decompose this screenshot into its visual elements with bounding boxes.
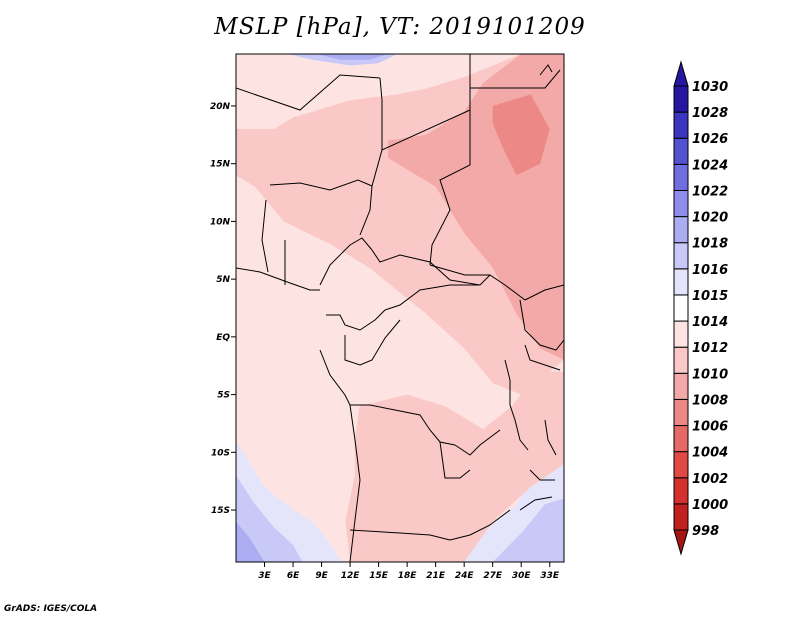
colorbar-box	[673, 425, 689, 453]
uganda-kenya-border	[519, 299, 564, 351]
x-tick-label: 15E	[369, 571, 389, 581]
region-north-sahara-high-core	[316, 54, 389, 60]
chad-niger-border	[359, 149, 383, 236]
chad-sudan-border	[429, 110, 471, 266]
colorbar-label: 1020	[692, 211, 728, 226]
colorbar-label: 1010	[692, 367, 728, 382]
colorbar-label: 1022	[692, 184, 728, 199]
colorbar-box	[673, 503, 689, 531]
y-tick-label: 10N	[210, 217, 231, 227]
colorbar-label: 1004	[692, 446, 728, 461]
colorbar-box	[673, 477, 689, 505]
region-sudan-low-core	[492, 94, 550, 176]
colorbar-box	[673, 216, 689, 244]
colorbar-label: 1024	[692, 158, 728, 173]
region-west-coast-trough	[236, 129, 313, 199]
y-tick-label: 15N	[210, 160, 231, 170]
drc-zambia-border	[454, 429, 501, 456]
tanzania-border	[524, 344, 561, 456]
colorbar-top-triangle	[673, 60, 689, 87]
x-tick-label: 21E	[426, 571, 446, 581]
colorbar-bottom-triangle	[673, 529, 689, 556]
x-tick-label: 27E	[483, 571, 503, 581]
colorbar-box	[673, 111, 689, 139]
algeria-niger-border	[236, 74, 381, 111]
y-tick-label: 5S	[217, 391, 230, 401]
colorbar-labels: 998 1000 1002 1004 1006 1008 1010 1012 1014 1015 1…	[692, 80, 728, 539]
colorbar-label: 1002	[692, 472, 728, 487]
colorbar-label: 1000	[692, 498, 728, 513]
colorbar-label: 1012	[692, 341, 728, 356]
x-tick-label: 6E	[287, 571, 300, 581]
car-south-border	[384, 284, 480, 311]
chart-title: MSLP [hPa], VT: 2019101209	[214, 14, 586, 40]
colorbar-boxes	[673, 60, 689, 556]
grads-credit: GrADS: IGES/COLA	[4, 604, 98, 614]
y-tick-label: 10S	[211, 448, 230, 458]
y-tick-label: EQ	[216, 333, 230, 343]
pressure-shading	[236, 54, 564, 562]
south-sudan-border	[429, 264, 526, 301]
country-borders	[236, 54, 564, 562]
x-tick-label: 3E	[258, 571, 271, 581]
x-tick-label: 30E	[512, 571, 532, 581]
x-tick-label: 24E	[455, 571, 475, 581]
colorbar-box	[673, 372, 689, 400]
niger-nigeria-border	[269, 179, 373, 191]
africa-west-coast-south	[319, 349, 361, 562]
y-tick-label: 20N	[210, 102, 231, 112]
nigeria-cameroon-border	[319, 237, 373, 286]
y-tick-label: 5N	[216, 275, 230, 285]
colorbar-label: 1030	[692, 80, 728, 95]
region-angola-low	[345, 371, 564, 562]
colorbar-box	[673, 268, 689, 296]
x-tick-label: 18E	[398, 571, 418, 581]
red-sea-coast	[539, 64, 553, 76]
benin-togo-borders	[261, 199, 286, 285]
colorbar-box	[673, 320, 689, 348]
angola-zambia-border	[439, 441, 471, 479]
x-tick-label: 12E	[341, 571, 361, 581]
colorbar-box	[673, 137, 689, 165]
angola-namibia-border	[349, 529, 451, 541]
colorbar-box	[673, 163, 689, 191]
colorbar-label: 1018	[692, 237, 728, 252]
region-south-atlantic-high-core	[236, 521, 265, 562]
colorbar-label: 1015	[692, 289, 728, 304]
west-africa-coast	[236, 267, 320, 291]
colorbar-label: 1026	[692, 132, 728, 147]
colorbar-box	[673, 451, 689, 479]
mozambique-border	[519, 469, 555, 511]
gabon-congo-border	[326, 309, 386, 331]
x-tick-label: 9E	[315, 571, 328, 581]
region-mozambique-high-core	[492, 498, 564, 562]
zambia-zimbabwe-border	[449, 509, 511, 541]
x-axis: 3E 6E 9E 12E 15E 18E 21E 24E 27E 30E 33E	[258, 562, 560, 581]
colorbar-box	[673, 189, 689, 218]
colorbar-box	[673, 85, 689, 113]
colorbar-box	[673, 398, 689, 427]
x-tick-label: 33E	[540, 571, 560, 581]
y-tick-label: 15S	[211, 506, 230, 516]
colorbar-label: 1008	[692, 393, 728, 408]
colorbar-label: 1028	[692, 106, 728, 121]
colorbar-box	[673, 294, 689, 322]
colorbar-box	[673, 242, 689, 270]
egypt-sudan-border	[470, 69, 561, 89]
plot-frame	[235, 53, 565, 563]
colorbar-label: 1016	[692, 263, 728, 278]
colorbar-label: 1014	[692, 315, 728, 330]
colorbar-label: 1006	[692, 420, 728, 435]
region-south-atlantic-high-2	[236, 475, 303, 562]
y-axis: 20N 15N 10N 5N EQ 5S 10S 15S	[210, 102, 236, 516]
ethiopia-border	[524, 284, 564, 301]
congo-drc-border	[344, 319, 401, 366]
colorbar-box	[673, 346, 689, 374]
colorbar-label: 998	[692, 524, 719, 539]
east-lakes	[504, 359, 529, 451]
